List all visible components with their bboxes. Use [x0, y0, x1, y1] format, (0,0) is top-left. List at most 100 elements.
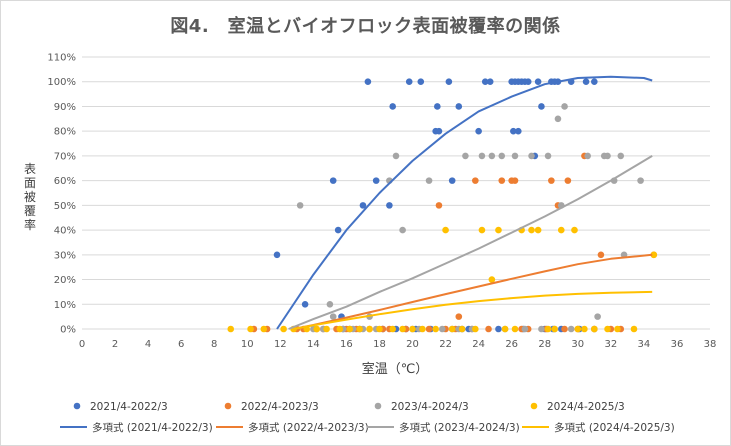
x-tick-label: 14 [307, 339, 320, 350]
data-point-series-4 [280, 325, 287, 333]
data-point-series-4 [478, 226, 486, 234]
data-point-series-2 [425, 325, 433, 333]
legend-label: 多項式 (2024/4-2025/3) [554, 421, 675, 434]
x-axis-label: 室温（℃） [361, 362, 429, 377]
x-tick-label: 36 [671, 339, 684, 350]
data-point-series-2 [561, 325, 568, 333]
data-point-series-4 [591, 325, 598, 333]
data-point-series-4 [227, 325, 235, 333]
data-point-series-3 [425, 177, 433, 184]
legend-label: 2023/4-2024/3 [391, 401, 469, 413]
x-tick-label: 0 [79, 339, 85, 350]
data-point-series-4 [571, 226, 578, 234]
trendline-series-3 [288, 155, 653, 330]
data-point-series-3 [554, 115, 562, 123]
x-tick-label: 10 [241, 339, 254, 350]
data-point-series-1 [389, 103, 396, 110]
legend-marker [224, 402, 232, 410]
data-point-series-3 [392, 152, 400, 160]
data-point-series-4 [630, 325, 638, 333]
data-point-series-1 [534, 78, 542, 86]
data-point-series-3 [617, 152, 625, 160]
data-point-series-1 [591, 78, 598, 86]
data-point-series-4 [604, 325, 611, 333]
legend-marker [530, 402, 538, 410]
data-point-series-4 [409, 325, 416, 333]
data-point-series-1 [538, 103, 545, 110]
x-tick-label: 16 [340, 339, 353, 350]
data-point-series-1 [329, 177, 337, 184]
x-tick-label: 32 [604, 339, 617, 350]
data-point-series-2 [498, 177, 506, 184]
data-point-series-3 [399, 226, 406, 234]
legend-label: 多項式 (2021/4-2022/3) [92, 421, 213, 434]
data-point-series-3 [438, 325, 446, 333]
data-point-series-2 [435, 202, 443, 209]
data-point-series-1 [364, 78, 372, 86]
data-point-series-3 [594, 313, 601, 320]
data-point-series-4 [472, 325, 479, 333]
data-point-series-4 [534, 226, 542, 234]
y-tick-label: 0% [60, 325, 76, 336]
data-point-series-1 [445, 78, 453, 86]
data-point-series-3 [584, 152, 592, 160]
data-point-series-3 [329, 313, 337, 320]
data-point-series-4 [528, 226, 535, 234]
data-point-series-4 [260, 325, 268, 333]
data-point-series-4 [495, 226, 502, 234]
chart-title: 図4. 室温とバイオフロック表面被覆率の関係 [170, 16, 561, 37]
data-point-series-1 [524, 78, 532, 86]
data-point-series-1 [273, 251, 281, 259]
trendline-series-1 [276, 75, 653, 330]
data-point-series-3 [528, 152, 535, 160]
data-point-series-4 [581, 325, 588, 333]
data-point-series-1 [301, 300, 309, 308]
data-point-series-4 [419, 325, 426, 333]
data-point-series-4 [432, 325, 439, 333]
data-point-series-3 [296, 202, 304, 209]
data-point-series-1 [510, 127, 517, 135]
data-point-series-1 [582, 78, 590, 86]
data-point-series-3 [561, 103, 568, 110]
data-point-series-2 [455, 313, 463, 320]
data-point-series-4 [376, 325, 383, 333]
legend-label: 多項式 (2023/4-2024/3) [399, 421, 520, 434]
y-tick-label: 90% [54, 102, 76, 113]
data-point-series-4 [544, 325, 552, 333]
data-point-series-4 [442, 226, 449, 234]
data-point-series-4 [614, 325, 621, 333]
trendline-series-2 [293, 253, 653, 330]
y-tick-label: 50% [54, 201, 76, 212]
data-point-series-1 [435, 127, 443, 135]
data-point-series-1 [481, 78, 489, 86]
data-point-series-1 [486, 78, 494, 86]
x-tick-label: 4 [145, 339, 151, 350]
x-tick-label: 8 [211, 339, 217, 350]
data-point-series-1 [359, 202, 367, 209]
data-point-series-1 [334, 226, 342, 234]
data-point-series-4 [389, 325, 396, 333]
data-point-series-1 [405, 78, 413, 86]
data-point-series-1 [514, 127, 522, 135]
legend-marker [374, 402, 382, 410]
y-tick-label: 40% [54, 226, 76, 237]
data-point-series-4 [488, 276, 496, 283]
data-point-series-1 [475, 127, 482, 135]
data-point-series-1 [495, 325, 502, 333]
data-point-series-1 [417, 78, 425, 86]
data-point-series-4 [399, 325, 406, 333]
data-point-series-2 [485, 325, 492, 333]
data-point-series-4 [557, 226, 565, 234]
y-tick-label: 10% [54, 300, 76, 311]
data-point-series-1 [372, 177, 380, 184]
legend-label: 多項式 (2022/4-2023/3) [248, 421, 369, 434]
data-point-series-4 [574, 325, 582, 333]
trendline-series-4 [293, 290, 653, 330]
x-tick-label: 2 [112, 339, 118, 350]
x-tick-label: 34 [638, 339, 651, 350]
data-point-series-2 [472, 177, 479, 184]
data-point-series-3 [521, 325, 529, 333]
y-tick-label: 100% [47, 77, 76, 88]
data-point-series-4 [551, 325, 558, 333]
data-point-series-4 [501, 325, 509, 333]
